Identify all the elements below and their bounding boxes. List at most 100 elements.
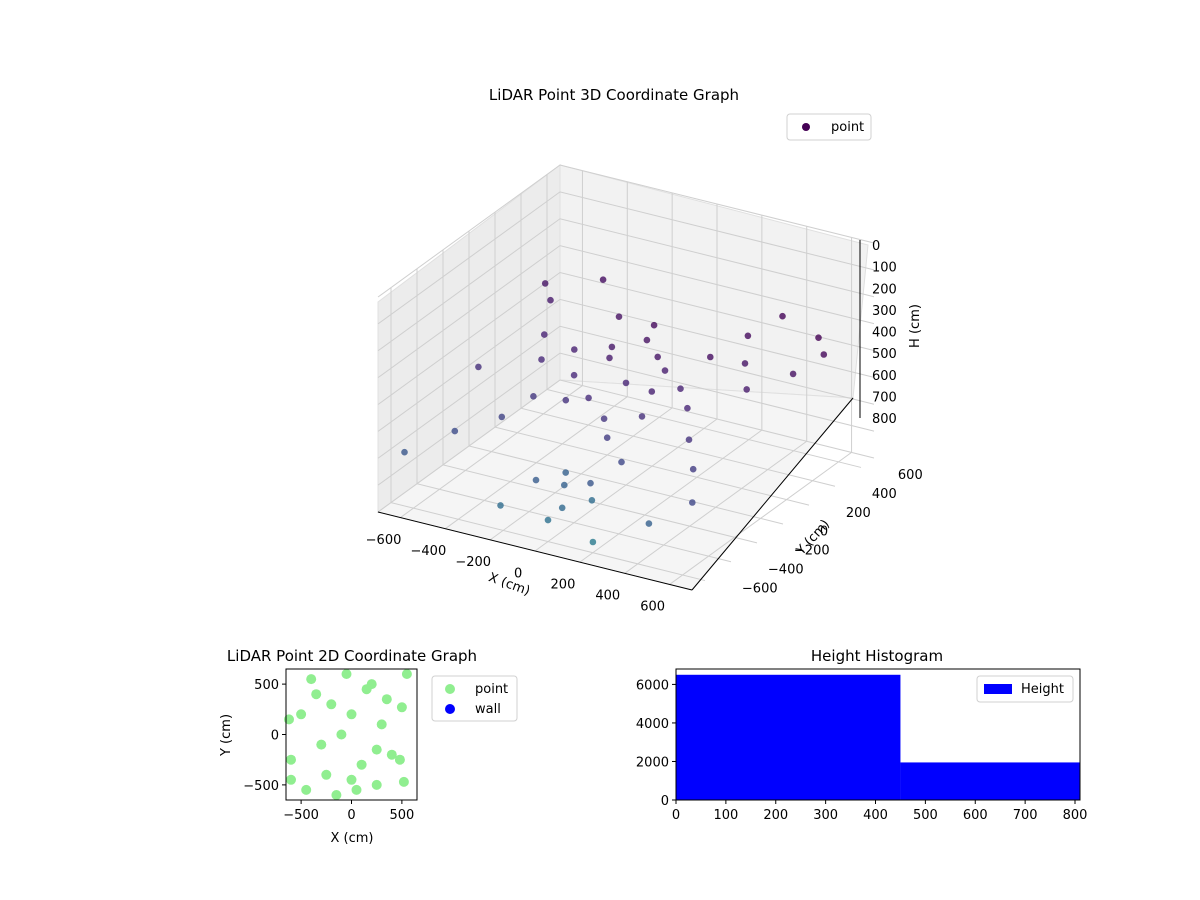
- y-tick-label-hist: 4000: [636, 717, 669, 732]
- x-tick-label-2d: 0: [347, 808, 355, 823]
- point-3d: [615, 313, 623, 321]
- chart-2d-ylabel: Y (cm): [219, 714, 234, 757]
- legend-3d-label: point: [831, 120, 864, 135]
- x-tick-label-hist: 800: [1063, 808, 1088, 823]
- point-3d: [608, 343, 616, 351]
- grid-line-z: [377, 245, 875, 379]
- point-3d: [603, 434, 611, 442]
- z-tick-label: 800: [872, 412, 897, 427]
- point-3d: [544, 516, 552, 524]
- grid-line-z: [377, 191, 875, 325]
- x-tick-label: −400: [411, 544, 447, 559]
- histogram-bar: [900, 762, 1080, 800]
- point-3d: [689, 499, 696, 506]
- point-3d: [600, 415, 608, 423]
- point-3d: [530, 393, 537, 400]
- point-2d: [336, 729, 347, 740]
- point-3d: [562, 396, 570, 404]
- chart-histogram: Height Histogram 0 100 200 300 400 500 600 700 8…: [636, 647, 1088, 823]
- point-3d: [570, 371, 578, 379]
- point-3d: [744, 332, 752, 340]
- y-tick-label-hist: 2000: [636, 755, 669, 770]
- z-tick-label: 400: [872, 326, 897, 341]
- z-tick-label: 600: [872, 369, 897, 384]
- chart-2d-xlabel: X (cm): [331, 831, 374, 846]
- point-2d: [396, 702, 407, 713]
- point-2d: [398, 776, 409, 787]
- point-2d: [356, 759, 367, 770]
- point-2d: [386, 749, 397, 760]
- point-2d: [301, 784, 312, 795]
- legend-2d-point-marker: [445, 684, 455, 694]
- point-3d: [622, 379, 630, 387]
- histogram-bar: [676, 674, 901, 800]
- x-tick-label-hist: 500: [913, 808, 938, 823]
- point-3d: [815, 334, 822, 342]
- chart-3d-title: LiDAR Point 3D Coordinate Graph: [489, 86, 739, 104]
- point-2d: [326, 699, 337, 710]
- point-3d: [650, 321, 658, 329]
- y-tick-label: −400: [768, 562, 804, 577]
- point-2d: [371, 779, 382, 790]
- point-2d: [331, 790, 342, 800]
- point-3d: [589, 538, 597, 546]
- z-tick-label: 500: [872, 347, 897, 362]
- point-2d: [361, 684, 372, 695]
- legend-hist-box: [976, 675, 1074, 703]
- point-3d: [547, 296, 554, 304]
- point-3d: [685, 436, 693, 444]
- pane-back: [559, 164, 869, 399]
- grid-line-z: [377, 271, 875, 405]
- points-3d: [401, 276, 828, 546]
- legend-3d-marker: [802, 123, 810, 131]
- point-3d: [661, 367, 669, 374]
- point-3d: [541, 331, 548, 338]
- legend-3d: point: [786, 113, 872, 141]
- x-tick-label-2d: −500: [283, 808, 319, 823]
- z-tick-label: 700: [872, 390, 897, 405]
- point-3d: [561, 481, 568, 489]
- point-3d: [689, 465, 697, 473]
- grid-line-z: [377, 164, 875, 298]
- x-tick-label-hist: 200: [763, 808, 788, 823]
- x-tick-label: 600: [640, 600, 665, 615]
- point-3d: [820, 351, 828, 358]
- point-2d: [321, 769, 332, 780]
- y-tick-label: −600: [742, 581, 778, 596]
- point-3d: [475, 363, 482, 371]
- ticks-histogram: 0 100 200 300 400 500 600 700 800 0 2000 4000 6000: [636, 678, 1088, 823]
- point-3d: [618, 458, 625, 466]
- points-2d: [284, 669, 412, 800]
- point-3d: [588, 497, 596, 504]
- point-2d: [394, 754, 405, 765]
- x-tick-label-hist: 600: [963, 808, 988, 823]
- point-2d: [286, 774, 296, 785]
- point-2d: [286, 754, 296, 765]
- y-tick-label-2d: −500: [243, 779, 279, 794]
- point-3d: [645, 520, 653, 527]
- point-3d: [743, 386, 750, 393]
- legend-2d: point wall: [431, 675, 518, 722]
- y-tick-label: 600: [898, 468, 923, 483]
- point-3d: [654, 353, 661, 361]
- point-3d: [638, 413, 646, 420]
- point-2d: [341, 669, 352, 679]
- point-3d: [779, 312, 786, 320]
- y-axis-line: [691, 397, 854, 591]
- grid-line-z: [377, 218, 875, 352]
- point-3d: [532, 476, 540, 484]
- point-2d: [381, 694, 392, 705]
- point-3d: [587, 479, 594, 487]
- x-axis-label: X (cm): [486, 570, 532, 599]
- y-tick-label: 0: [820, 525, 828, 540]
- chart-3d: LiDAR Point 3D Coordinate Graph −600 −400…: [366, 86, 923, 615]
- point-3d: [707, 353, 714, 361]
- z-axis-label: H (cm): [908, 304, 923, 348]
- x-tick-label-hist: 0: [672, 808, 680, 823]
- ticks-3d: −600−400−2000200400600−600−400−200020040…: [366, 239, 923, 615]
- z-tick-label: 300: [872, 304, 897, 319]
- point-2d: [346, 709, 357, 720]
- point-3d: [538, 356, 545, 363]
- grid-line-z: [377, 352, 875, 486]
